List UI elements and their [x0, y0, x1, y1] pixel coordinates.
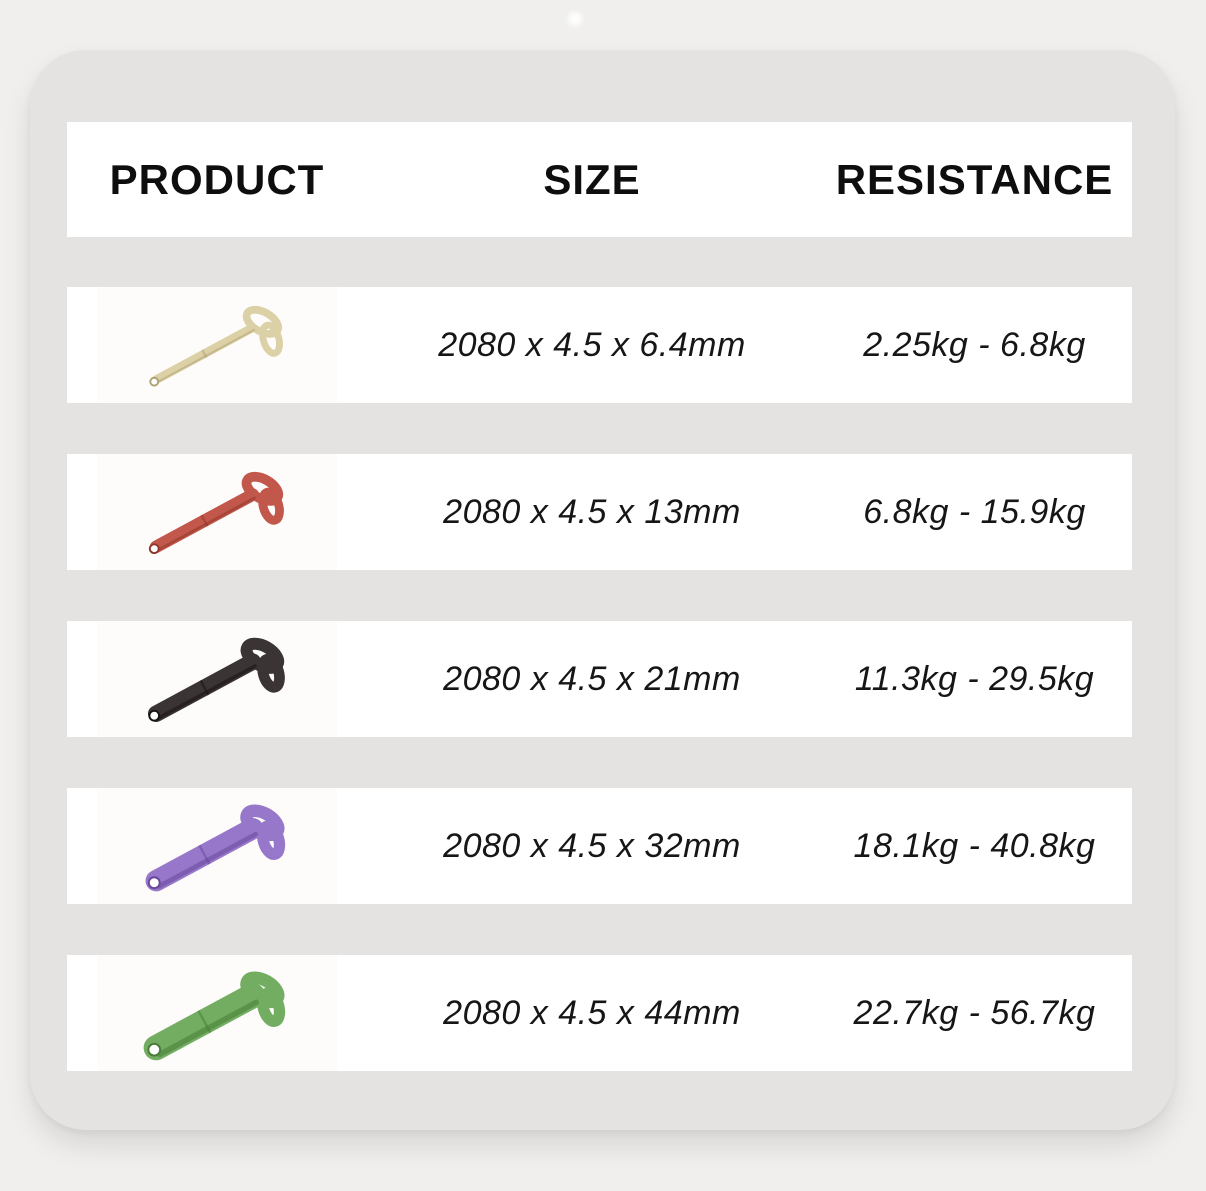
- page-indicator-dot: [568, 12, 582, 26]
- beige-resistance-band-icon: [149, 305, 283, 387]
- size-value: 2080 x 4.5 x 44mm: [443, 993, 741, 1032]
- table-row: 2080 x 4.5 x 32mm 18.1kg - 40.8kg: [67, 788, 1132, 904]
- product-cell: [67, 788, 367, 904]
- table-row: 2080 x 4.5 x 21mm 11.3kg - 29.5kg: [67, 621, 1132, 737]
- resistance-cell: 6.8kg - 15.9kg: [817, 493, 1132, 532]
- size-value: 2080 x 4.5 x 21mm: [443, 659, 741, 698]
- product-comparison-card: PRODUCT SIZE RESISTANCE: [30, 50, 1175, 1130]
- red-resistance-band-icon: [148, 471, 284, 555]
- table-row: 2080 x 4.5 x 44mm 22.7kg - 56.7kg: [67, 955, 1132, 1071]
- rows-container: 2080 x 4.5 x 6.4mm 2.25kg - 6.8kg 2080 x…: [67, 287, 1132, 1071]
- size-cell: 2080 x 4.5 x 13mm: [367, 493, 817, 532]
- product-photo: [97, 788, 337, 904]
- purple-resistance-band-icon: [145, 804, 286, 892]
- size-value: 2080 x 4.5 x 6.4mm: [438, 325, 746, 364]
- product-photo: [97, 621, 337, 737]
- resistance-cell: 11.3kg - 29.5kg: [817, 660, 1132, 699]
- table-row: 2080 x 4.5 x 13mm 6.8kg - 15.9kg: [67, 454, 1132, 570]
- resistance-cell: 18.1kg - 40.8kg: [817, 827, 1132, 866]
- size-cell: 2080 x 4.5 x 6.4mm: [367, 326, 817, 365]
- resistance-cell: 22.7kg - 56.7kg: [817, 994, 1132, 1033]
- product-photo: [97, 287, 337, 403]
- header-cell-product: PRODUCT: [67, 156, 367, 204]
- size-value: 2080 x 4.5 x 32mm: [443, 826, 741, 865]
- table-header-row: PRODUCT SIZE RESISTANCE: [67, 122, 1132, 237]
- resistance-value: 11.3kg - 29.5kg: [854, 659, 1095, 698]
- product-photo: [97, 955, 337, 1071]
- resistance-value: 18.1kg - 40.8kg: [853, 826, 1096, 865]
- table-row: 2080 x 4.5 x 6.4mm 2.25kg - 6.8kg: [67, 287, 1132, 403]
- product-cell: [67, 287, 367, 403]
- size-value: 2080 x 4.5 x 13mm: [443, 492, 741, 531]
- resistance-cell: 2.25kg - 6.8kg: [817, 326, 1132, 365]
- product-cell: [67, 955, 367, 1071]
- resistance-value: 6.8kg - 15.9kg: [863, 492, 1086, 531]
- size-cell: 2080 x 4.5 x 21mm: [367, 660, 817, 699]
- size-cell: 2080 x 4.5 x 44mm: [367, 994, 817, 1033]
- size-column-header: SIZE: [543, 155, 641, 203]
- size-cell: 2080 x 4.5 x 32mm: [367, 827, 817, 866]
- header-cell-size: SIZE: [367, 156, 817, 204]
- resistance-value: 2.25kg - 6.8kg: [863, 325, 1086, 364]
- product-column-header: PRODUCT: [109, 155, 325, 203]
- product-cell: [67, 621, 367, 737]
- comparison-table: PRODUCT SIZE RESISTANCE: [67, 122, 1132, 1122]
- black-resistance-band-icon: [147, 637, 285, 722]
- header-cell-resistance: RESISTANCE: [817, 156, 1132, 204]
- green-resistance-band-icon: [143, 971, 286, 1061]
- resistance-column-header: RESISTANCE: [835, 155, 1114, 203]
- product-photo: [97, 454, 337, 570]
- product-cell: [67, 454, 367, 570]
- resistance-value: 22.7kg - 56.7kg: [853, 993, 1096, 1032]
